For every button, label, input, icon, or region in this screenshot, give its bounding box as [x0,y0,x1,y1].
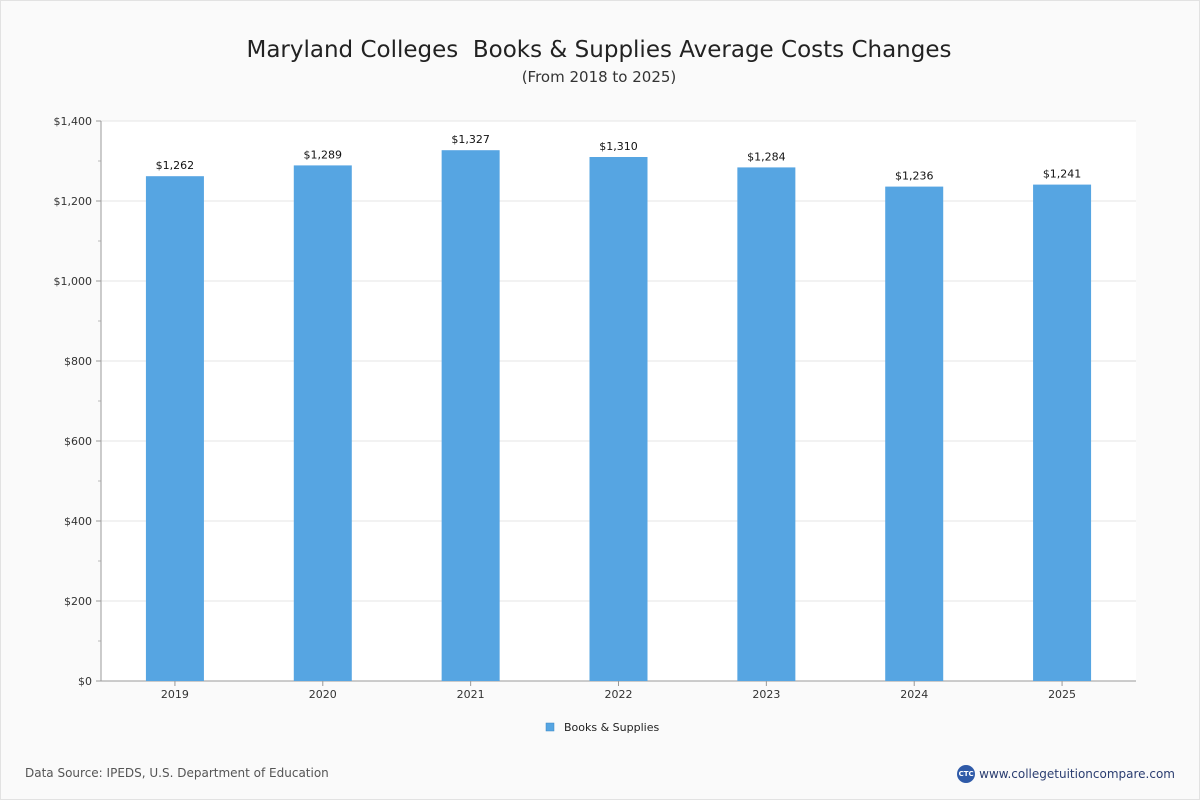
bar-value-label: $1,241 [1043,168,1082,181]
bar [885,186,944,681]
ctc-logo-icon: CTC [957,765,976,783]
y-tick-label: $1,400 [54,115,93,128]
y-tick-label: $600 [64,435,92,448]
bar-value-label: $1,262 [156,159,195,172]
x-tick-label: 2021 [457,688,485,701]
legend-label: Books & Supplies [564,721,659,734]
bar-value-label: $1,236 [895,170,934,183]
data-source: Data Source: IPEDS, U.S. Department of E… [25,766,329,780]
bar [589,157,648,681]
x-tick-label: 2024 [900,688,928,701]
bar-value-label: $1,289 [304,148,343,161]
bar [1033,184,1092,681]
chart-subtitle: (From 2018 to 2025) [521,68,677,86]
bar [293,165,352,681]
site-link[interactable]: CTC www.collegetuitioncompare.com [957,765,1175,783]
x-tick-label: 2019 [161,688,189,701]
y-tick-label: $800 [64,355,92,368]
y-tick-label: $1,000 [54,275,93,288]
x-tick-label: 2020 [309,688,337,701]
site-url: www.collegetuitioncompare.com [979,767,1175,781]
y-tick-label: $400 [64,515,92,528]
y-tick-label: $200 [64,595,92,608]
y-tick-label: $1,200 [54,195,93,208]
x-tick-label: 2025 [1048,688,1076,701]
bar [737,167,796,681]
bar-value-label: $1,310 [599,140,638,153]
x-tick-label: 2023 [752,688,780,701]
y-tick-label: $0 [78,675,92,688]
chart-title: Maryland Colleges Books & Supplies Avera… [246,37,952,63]
bar [441,150,500,681]
bar-value-label: $1,327 [451,133,490,146]
bar [145,176,204,681]
bar-value-label: $1,284 [747,150,786,163]
legend-swatch [545,722,555,732]
x-tick-label: 2022 [605,688,633,701]
